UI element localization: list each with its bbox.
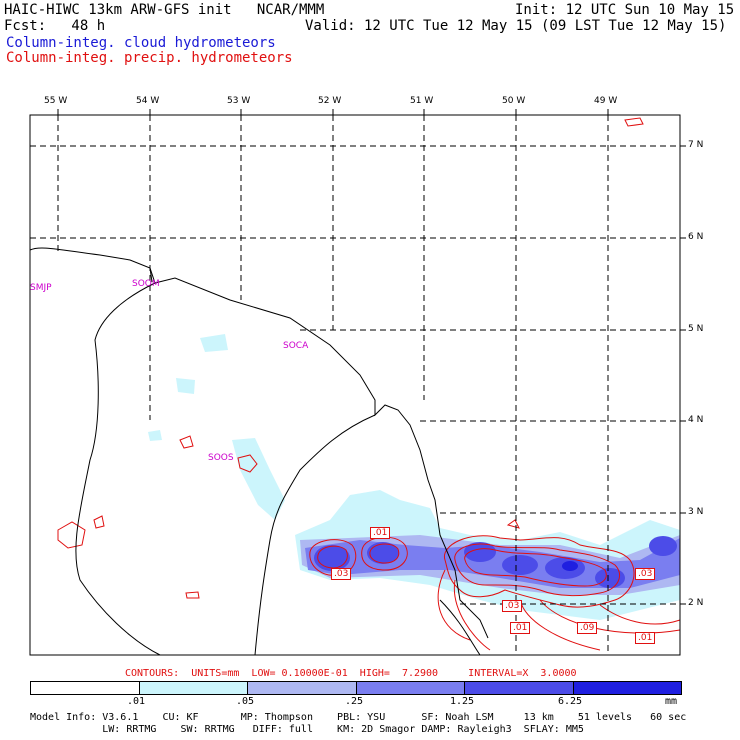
map-frame [29,114,681,656]
station-soom: SOOM [132,279,160,289]
station-soca: SOCA [283,341,309,351]
colorbar [30,681,682,695]
lon-label-54w: 54 W [136,96,160,106]
lon-label-52w: 52 W [318,96,342,106]
contour-label: .01 [510,622,531,634]
model-info-line2: LW: RRTMG SW: RRTMG DIFF: full KM: 2D Sm… [30,724,584,735]
lat-label-4n: 4 N [688,415,704,425]
init-time: Init: 12 UTC Sun 10 May 15 [515,2,735,18]
plot-title: HAIC-HIWC 13km ARW-GFS init NCAR/MMM [4,2,325,18]
station-smjp: SMJP [30,283,52,293]
contours-info: CONTOURS: UNITS=mm LOW= 0.10000E-01 HIGH… [125,668,577,679]
valid-time: Valid: 12 UTC Tue 12 May 15 (09 LST Tue … [305,18,727,34]
colorbar-tick: 1.25 [450,696,475,707]
lat-label-5n: 5 N [688,324,704,334]
colorbar-tick: .05 [236,696,255,707]
frame-ticks [57,109,686,605]
colorbar-bin [31,682,139,694]
legend-cloud-hydrometeors: Column-integ. cloud hydrometeors [6,35,276,51]
precip-hydrometeor-contours [57,117,681,651]
colorbar-bin [247,682,356,694]
lon-label-50w: 50 W [502,96,526,106]
contour-label: .03 [502,600,523,612]
model-info-line1: Model Info: V3.6.1 CU: KF MP: Thompson P… [30,712,687,723]
lon-label-53w: 53 W [227,96,251,106]
lat-label-6n: 6 N [688,232,704,242]
colorbar-tick: .25 [345,696,364,707]
cloud-hydrometeor-shading [148,334,680,620]
contour-label: .03 [635,568,656,580]
legend-precip-hydrometeors: Column-integ. precip. hydrometeors [6,50,293,66]
lon-label-55w: 55 W [44,96,68,106]
contour-label: .09 [577,622,598,634]
lat-label-3n: 3 N [688,507,704,517]
contour-label: .03 [331,568,352,580]
forecast-hour: Fcst: 48 h [4,18,106,34]
lon-label-51w: 51 W [410,96,434,106]
colorbar-bin [355,682,464,694]
contour-label: .01 [370,527,391,539]
contour-label: .01 [635,632,656,644]
lat-label-2n: 2 N [688,598,704,608]
colorbar-unit: mm [665,696,678,707]
colorbar-bin [464,682,573,694]
lat-lon-grid [30,115,680,655]
colorbar-bin [138,682,247,694]
lon-label-49w: 49 W [594,96,618,106]
colorbar-bin [572,682,681,694]
station-soos: SOOS [208,453,234,463]
colorbar-tick: .01 [127,696,146,707]
colorbar-tick: 6.25 [558,696,583,707]
lat-label-7n: 7 N [688,140,704,150]
